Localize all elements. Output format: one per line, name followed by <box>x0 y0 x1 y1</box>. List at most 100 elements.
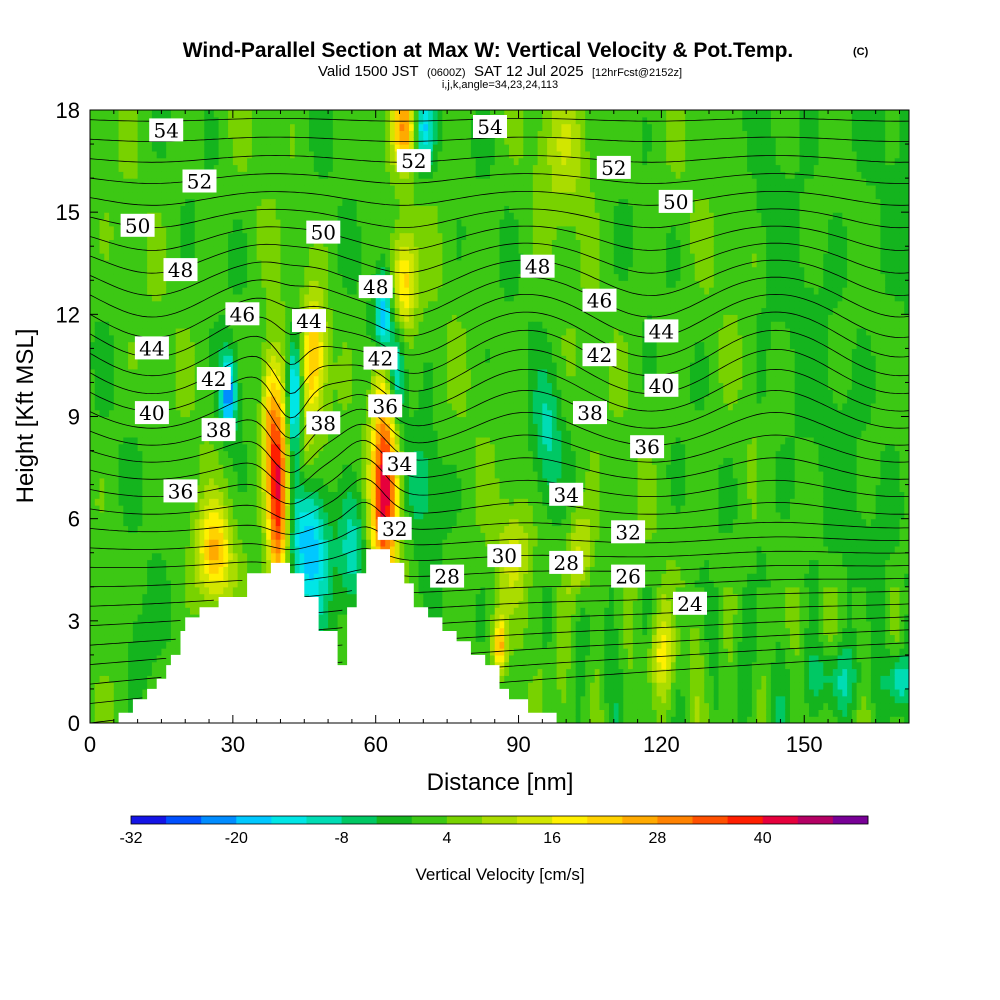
w-cell <box>128 498 134 506</box>
w-cell <box>347 409 353 418</box>
w-cell <box>94 157 101 166</box>
w-cell <box>147 436 153 445</box>
w-cell <box>118 273 124 281</box>
w-cell <box>294 436 301 445</box>
w-cell <box>266 348 272 356</box>
w-cell <box>204 457 210 465</box>
w-cell <box>90 314 96 322</box>
w-cell <box>109 259 115 268</box>
w-cell <box>204 470 210 479</box>
w-cell <box>270 327 277 336</box>
w-cell <box>270 239 277 247</box>
w-cell <box>94 559 101 567</box>
w-cell <box>109 593 115 601</box>
w-cell <box>185 518 191 527</box>
w-cell <box>313 368 320 377</box>
w-cell <box>199 484 205 493</box>
w-cell <box>266 198 272 206</box>
w-cell <box>342 573 348 581</box>
w-cell <box>123 518 129 527</box>
w-cell <box>128 409 134 418</box>
w-cell <box>185 341 191 349</box>
w-cell <box>189 157 196 166</box>
w-cell <box>232 498 239 506</box>
w-cell <box>251 375 258 384</box>
w-cell <box>337 280 343 288</box>
w-cell <box>142 191 148 200</box>
w-cell <box>228 457 234 465</box>
w-cell <box>104 280 110 288</box>
w-cell <box>142 443 148 452</box>
w-cell <box>337 525 343 533</box>
w-cell <box>132 116 139 125</box>
w-cell <box>132 184 139 193</box>
w-cell <box>204 307 210 315</box>
w-cell <box>332 184 339 193</box>
w-cell <box>232 409 239 418</box>
w-cell <box>247 402 253 411</box>
w-cell <box>304 396 310 404</box>
w-cell <box>232 144 239 152</box>
w-cell <box>218 266 224 275</box>
w-cell <box>147 573 153 581</box>
w-cell <box>251 123 258 132</box>
w-cell <box>194 327 201 336</box>
w-cell <box>247 362 253 370</box>
w-cell <box>137 110 143 118</box>
w-cell <box>270 505 277 513</box>
w-cell <box>270 212 277 220</box>
w-cell <box>304 573 310 581</box>
w-cell <box>147 178 153 186</box>
w-cell <box>323 273 329 281</box>
w-cell <box>289 423 296 431</box>
w-cell <box>232 191 239 200</box>
w-cell <box>199 477 205 486</box>
w-cell <box>113 184 120 193</box>
w-cell <box>99 436 105 445</box>
w-cell <box>194 191 201 200</box>
w-cell <box>209 205 215 213</box>
w-cell <box>218 450 224 458</box>
w-cell <box>342 396 348 404</box>
w-cell <box>90 532 96 540</box>
w-cell <box>247 525 253 533</box>
w-cell <box>113 321 120 329</box>
w-cell <box>156 627 163 636</box>
w-cell <box>304 382 310 390</box>
w-cell <box>204 280 210 288</box>
w-cell <box>104 464 110 472</box>
w-cell <box>104 688 110 697</box>
w-cell <box>175 327 182 336</box>
w-cell <box>285 416 291 424</box>
w-cell <box>142 239 148 247</box>
w-cell <box>251 559 258 567</box>
w-cell <box>99 430 105 438</box>
w-cell <box>113 682 120 690</box>
w-cell <box>156 518 163 527</box>
w-cell <box>304 130 310 138</box>
w-cell <box>166 505 172 513</box>
w-cell <box>113 484 120 493</box>
w-cell <box>99 355 105 363</box>
w-cell <box>351 586 358 595</box>
w-cell <box>113 641 120 649</box>
w-cell <box>323 545 329 554</box>
w-cell <box>294 375 301 384</box>
w-cell <box>99 307 105 315</box>
w-cell <box>180 559 186 567</box>
w-cell <box>104 266 110 275</box>
w-cell <box>280 348 286 356</box>
w-cell <box>323 525 329 533</box>
w-cell <box>332 389 339 397</box>
w-cell <box>94 402 101 411</box>
w-cell <box>170 348 177 356</box>
w-cell <box>156 321 163 329</box>
w-cell <box>261 423 267 431</box>
w-cell <box>304 443 310 452</box>
w-cell <box>280 402 286 411</box>
w-cell <box>123 579 129 588</box>
w-cell <box>166 157 172 166</box>
w-cell <box>275 144 282 152</box>
w-cell <box>185 246 191 254</box>
w-cell <box>242 239 248 247</box>
